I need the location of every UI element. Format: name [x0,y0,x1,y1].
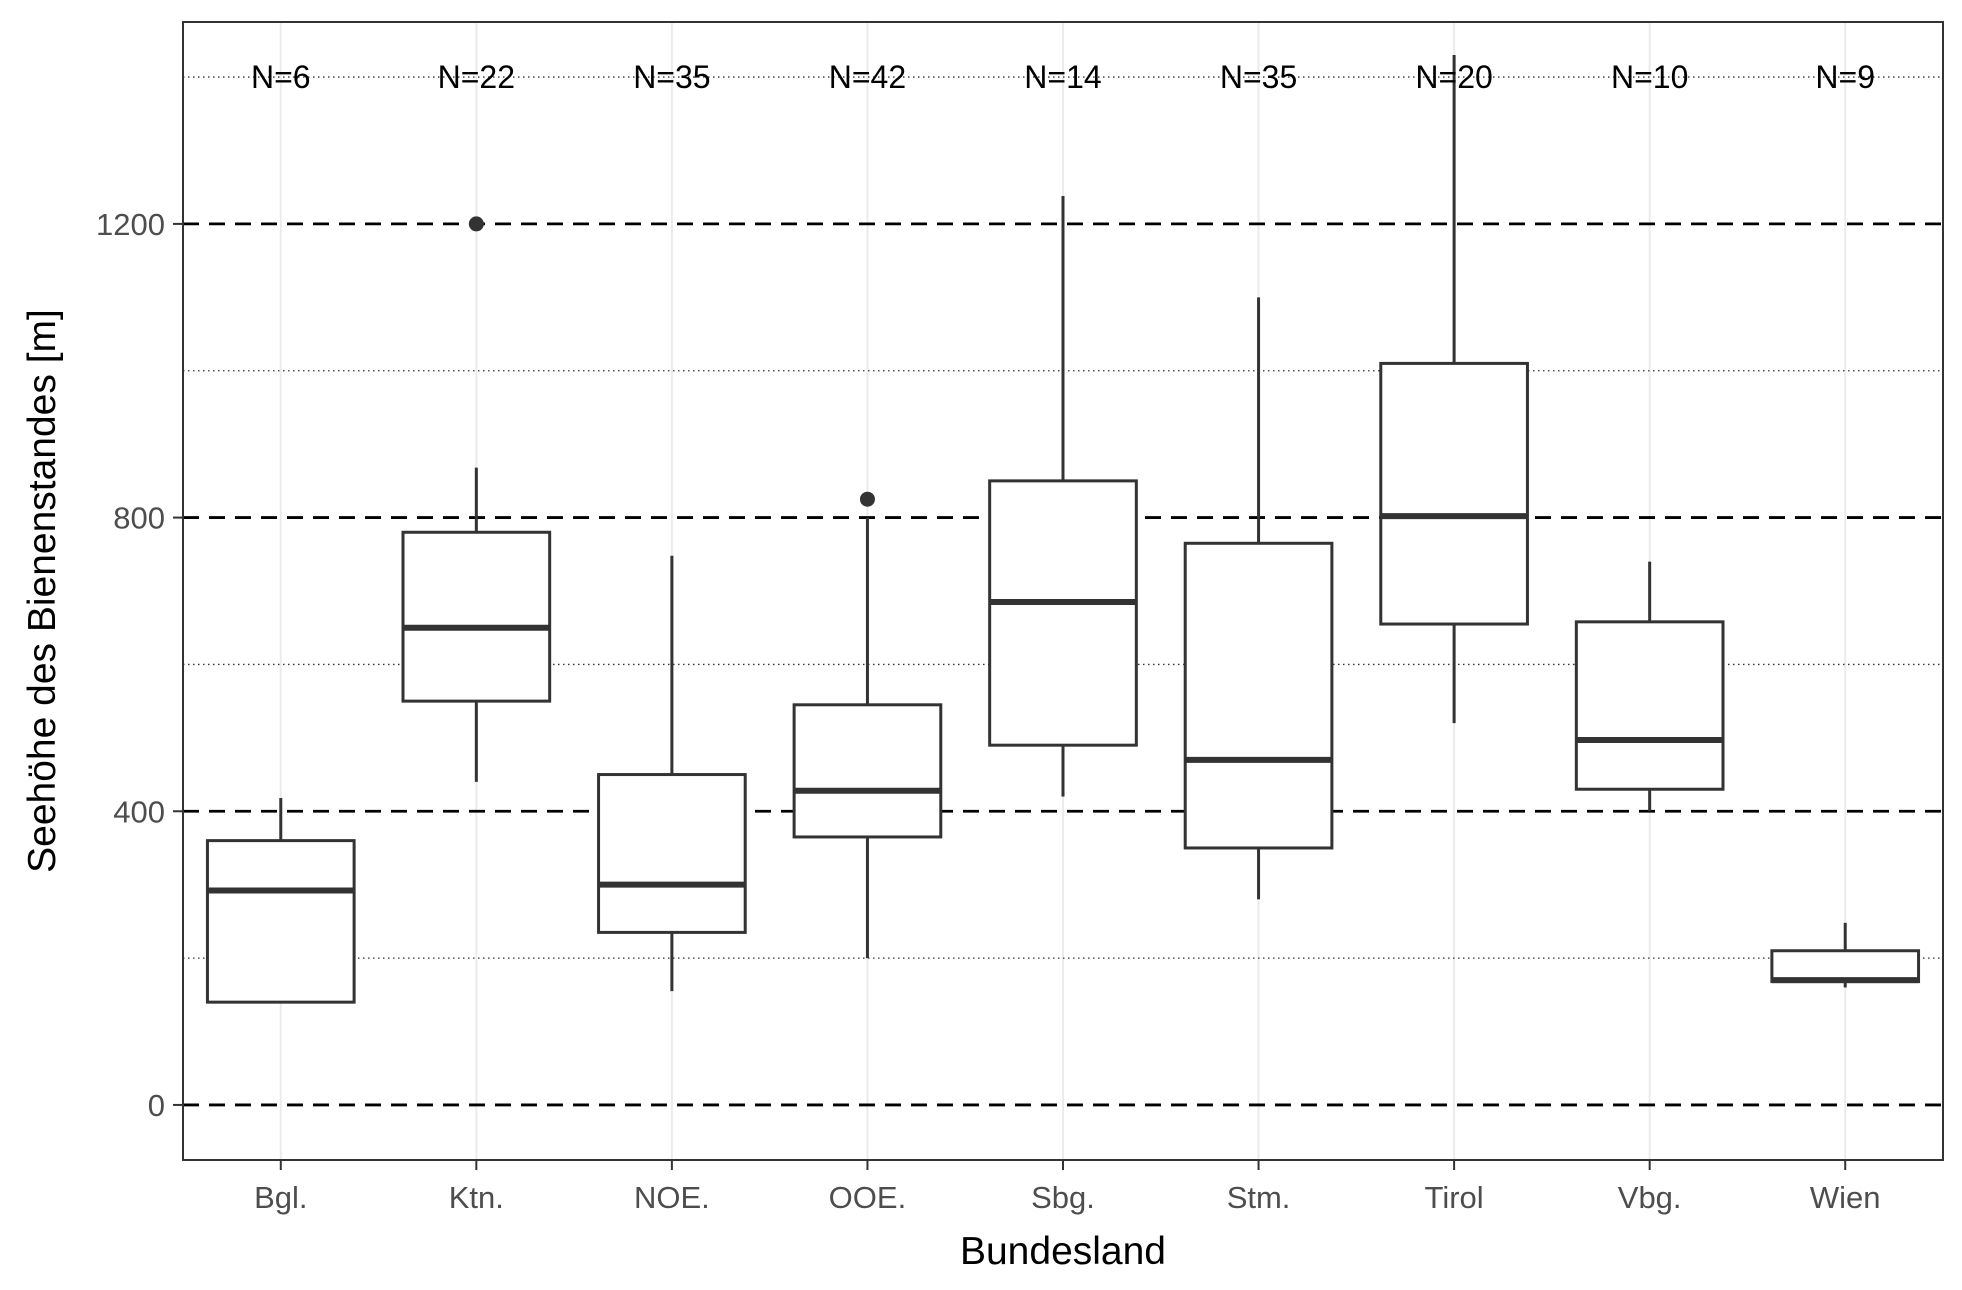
n-label: N=10 [1611,59,1688,95]
boxplot-tirol [1379,55,1529,724]
x-tick-label: Tirol [1425,1180,1484,1215]
box [205,839,356,1004]
boxplot-ktn [401,216,552,782]
x-tick-label: Bgl. [254,1180,307,1215]
box [1379,361,1529,626]
box [401,530,552,703]
boxplot-sbg [988,196,1138,797]
n-label: N=9 [1815,59,1875,95]
y-axis-title: Seehöhe des Bienenstandes [m] [21,309,64,873]
n-label: N=20 [1415,59,1492,95]
boxplot-noe [597,555,747,992]
boxplot-ooe [792,491,943,959]
boxplot-stm [1183,297,1334,900]
n-label: N=35 [633,59,710,95]
box [1574,620,1725,791]
box [988,479,1138,747]
boxplot-vbg [1574,561,1725,812]
x-tick-label: Vbg. [1618,1180,1682,1215]
y-tick-label: 0 [148,1088,165,1123]
n-labels: N=6 N=22 N=35 N=42 N=14 N=35 N=20 N=10 N=9 [251,59,1875,95]
box [792,703,943,839]
x-tick-label: OOE. [829,1180,907,1215]
box [1183,541,1334,850]
n-label: N=42 [829,59,906,95]
x-tick-label: Sbg. [1031,1180,1095,1215]
y-axis: 0 400 800 1200 [96,207,183,1123]
x-axis: Bgl. Ktn. NOE. OOE. Sbg. Stm. Tirol Vbg. Wien [254,1160,1881,1215]
x-tick-label: Wien [1810,1180,1881,1215]
x-tick-label: Stm. [1227,1180,1291,1215]
x-tick-label: NOE. [634,1180,710,1215]
boxplot-wien [1770,922,1921,988]
y-tick-label: 1200 [96,207,165,242]
n-label: N=14 [1024,59,1101,95]
x-axis-title: Bundesland [960,1230,1166,1273]
x-tick-label: Ktn. [449,1180,504,1215]
n-label: N=22 [438,59,515,95]
n-label: N=35 [1220,59,1297,95]
boxplots [205,55,1921,1004]
y-tick-label: 800 [113,501,165,536]
n-label: N=6 [251,59,311,95]
box [1770,949,1921,984]
outlier-point [859,491,875,507]
y-tick-label: 400 [113,794,165,829]
outlier-point [468,216,484,232]
boxplot-bgl [205,798,356,1004]
box [597,773,747,934]
